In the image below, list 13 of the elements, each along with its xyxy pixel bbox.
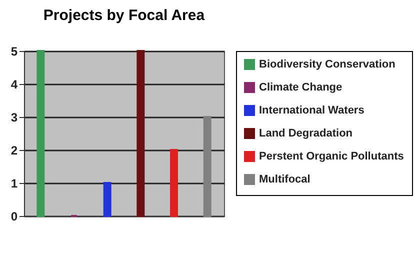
legend-label: Biodiversity Conservation (259, 58, 396, 70)
y-tick-label: 2 (10, 144, 18, 158)
legend-label: International Waters (259, 104, 364, 116)
chart-title: Projects by Focal Area (43, 7, 206, 24)
y-tick-label: 1 (10, 176, 18, 190)
y-tick-label: 5 (10, 44, 18, 58)
legend-label: Perstent Organic Pollutants (259, 150, 404, 162)
legend-label: Climate Change (259, 82, 342, 94)
y-tick-label: 4 (10, 78, 18, 92)
legend-label: Land Degradation (259, 128, 353, 140)
legend-label: Multifocal (259, 174, 310, 186)
y-tick-label: 0 (10, 210, 18, 224)
y-tick-label: 3 (10, 110, 18, 124)
